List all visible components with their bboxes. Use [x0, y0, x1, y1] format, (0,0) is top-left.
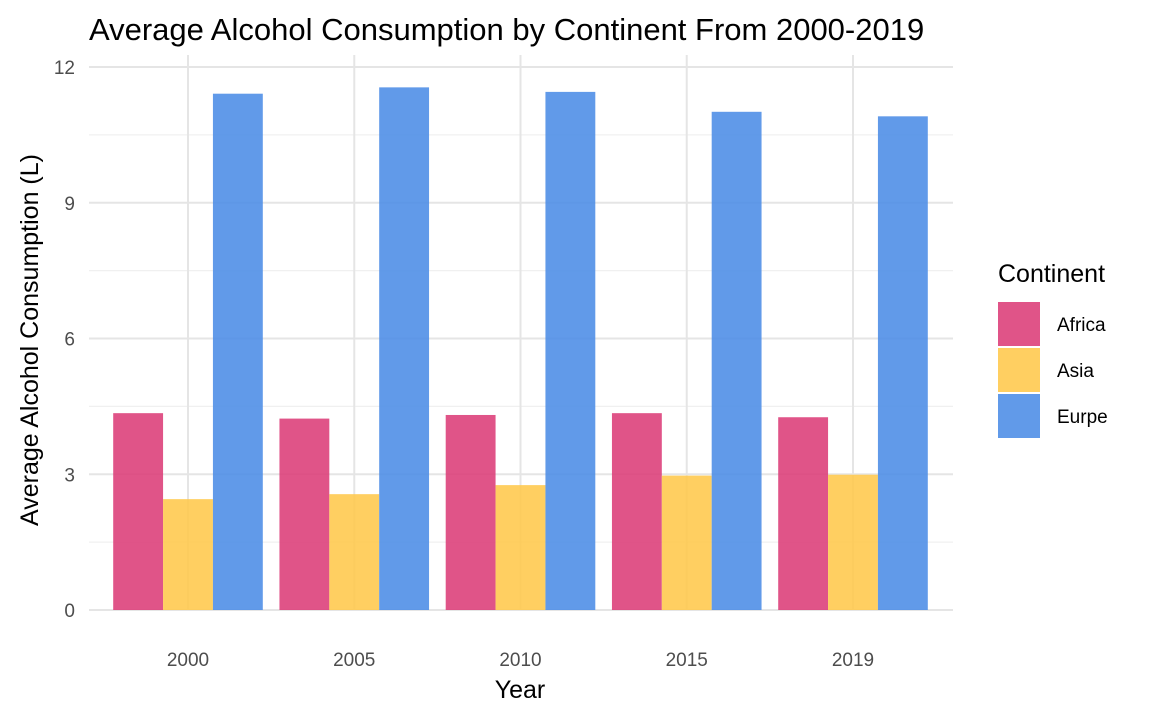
y-tick-label: 12: [54, 58, 75, 79]
x-tick-label: 2010: [499, 650, 541, 671]
y-axis-title: Average Alcohol Consumption (L): [16, 154, 44, 526]
x-tick-label: 2015: [666, 650, 708, 671]
bar-africa-2019: [778, 417, 829, 610]
legend-key-eurpe: [998, 394, 1040, 438]
x-tick-label: 2005: [333, 650, 375, 671]
y-tick-label: 3: [64, 465, 75, 486]
x-tick-label: 2000: [167, 650, 209, 671]
bar-africa-2015: [611, 413, 662, 610]
legend-title: Continent: [998, 260, 1105, 288]
y-tick-label: 0: [64, 601, 75, 622]
x-tick-label: 2019: [832, 650, 874, 671]
legend-key-africa: [998, 302, 1040, 346]
bar-africa-2010: [445, 414, 496, 610]
bar-eurpe-2010: [545, 91, 596, 610]
bar-africa-2005: [279, 418, 330, 610]
bar-eurpe-2000: [212, 93, 263, 610]
x-axis-title: Year: [495, 676, 546, 704]
bar-eurpe-2015: [711, 111, 762, 611]
legend-key-asia: [998, 348, 1040, 392]
legend-label-asia: Asia: [1057, 361, 1094, 382]
y-axis-ticks: 0 3 6 9 12: [54, 58, 75, 622]
x-axis-ticks: 2000 2005 2010 2015 2019: [167, 650, 874, 671]
bar-eurpe-2005: [379, 87, 430, 611]
bar-asia-2005: [329, 494, 380, 610]
legend-items: Africa Asia Eurpe: [998, 302, 1108, 438]
bar-africa-2000: [113, 413, 164, 610]
bar-asia-2000: [163, 499, 213, 610]
legend: Continent Africa Asia Eurpe: [998, 260, 1108, 438]
bar-asia-2019: [828, 474, 878, 610]
chart-title: Average Alcohol Consumption by Continent…: [89, 12, 924, 47]
bars: [113, 87, 928, 611]
legend-label-eurpe: Eurpe: [1057, 407, 1108, 428]
bar-asia-2015: [661, 475, 712, 610]
legend-label-africa: Africa: [1057, 315, 1106, 336]
bar-asia-2010: [495, 485, 546, 610]
bar-eurpe-2019: [877, 116, 928, 610]
y-tick-label: 9: [64, 194, 75, 215]
y-tick-label: 6: [64, 330, 75, 351]
